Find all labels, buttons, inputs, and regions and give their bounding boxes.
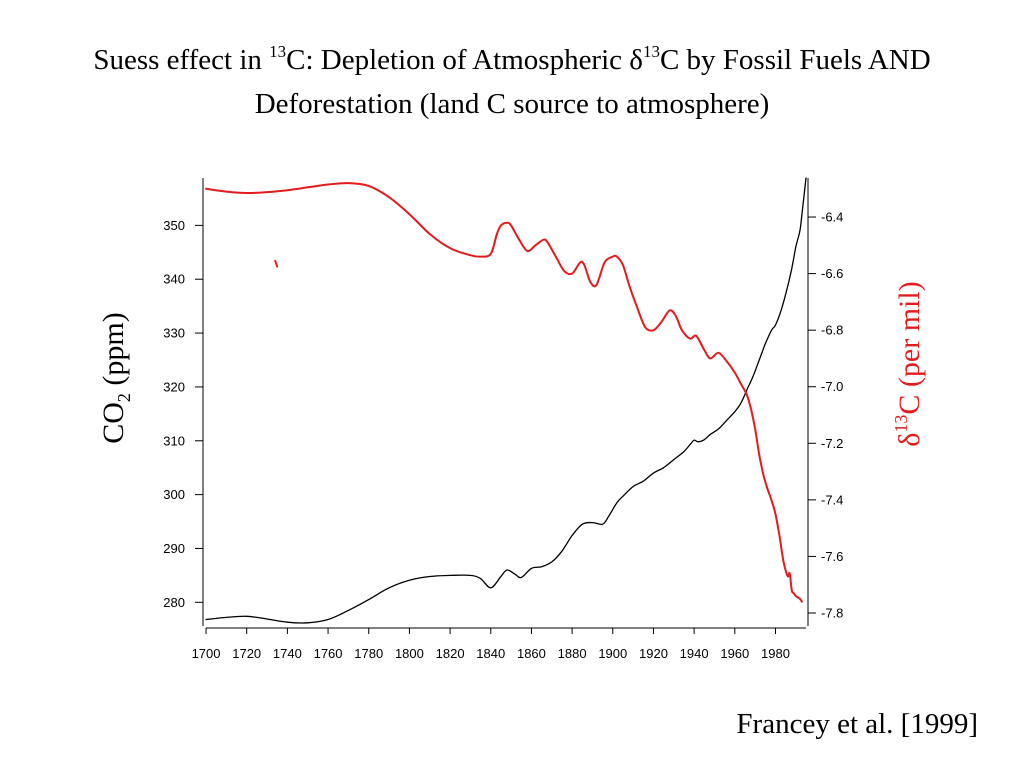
slide-title-line2: Deforestation (land C source to atmosphe… bbox=[254, 88, 770, 120]
d13c-series-line bbox=[205, 182, 803, 603]
x-tick-label: 1840 bbox=[476, 646, 505, 661]
x-tick-label: 1860 bbox=[517, 646, 546, 661]
y-right-tick-label: -7.2 bbox=[821, 436, 843, 451]
y-left-tick-label: 300 bbox=[163, 487, 185, 502]
y-left-tick-label: 290 bbox=[163, 541, 185, 556]
x-tick-label: 1900 bbox=[598, 646, 627, 661]
co2-series-line bbox=[205, 177, 807, 624]
y-right-tick-label: -6.6 bbox=[821, 266, 843, 281]
slide-title: Suess effect in 13C: Depletion of Atmosp… bbox=[0, 38, 1024, 126]
x-tick-label: 1960 bbox=[720, 646, 749, 661]
d13c-outlier-segment bbox=[274, 259, 279, 268]
x-tick-label: 1820 bbox=[436, 646, 465, 661]
x-tick-label: 1760 bbox=[314, 646, 343, 661]
citation: Francey et al. [1999] bbox=[736, 708, 978, 740]
x-tick-label: 1740 bbox=[273, 646, 302, 661]
y-right-tick-label: -7.8 bbox=[821, 605, 843, 620]
x-tick-label: 1880 bbox=[558, 646, 587, 661]
x-tick-label: 1720 bbox=[232, 646, 261, 661]
chart-series-layer bbox=[205, 177, 807, 624]
y-left-tick-label: 320 bbox=[163, 379, 185, 394]
y-right-tick-label: -6.8 bbox=[821, 323, 843, 338]
y-right-tick-label: -6.4 bbox=[821, 210, 843, 225]
x-tick-label: 1940 bbox=[680, 646, 709, 661]
x-tick-label: 1700 bbox=[192, 646, 221, 661]
slide-title-line1: Suess effect in 13C: Depletion of Atmosp… bbox=[93, 42, 931, 76]
y-left-tick-label: 350 bbox=[163, 218, 185, 233]
y-right-tick-label: -7.0 bbox=[821, 379, 843, 394]
y-left-tick-label: 340 bbox=[163, 272, 185, 287]
chart-axes: 1700 1720 1740 1760 1780 1800 1820 1840 1860 1880… bbox=[163, 178, 843, 661]
y-right-tick-label: -7.6 bbox=[821, 549, 843, 564]
x-tick-label: 1980 bbox=[761, 646, 790, 661]
y-right-tick-label: -7.4 bbox=[821, 492, 843, 507]
y-left-tick-label: 280 bbox=[163, 595, 185, 610]
y-left-tick-label: 310 bbox=[163, 433, 185, 448]
x-tick-label: 1800 bbox=[395, 646, 424, 661]
x-tick-label: 1920 bbox=[639, 646, 668, 661]
y-left-tick-label: 330 bbox=[163, 326, 185, 341]
y-axis-left-label: CO2 (ppm) bbox=[97, 312, 134, 444]
x-tick-label: 1780 bbox=[354, 646, 383, 661]
y-axis-right-label: δ13C (per mil) bbox=[891, 281, 926, 447]
